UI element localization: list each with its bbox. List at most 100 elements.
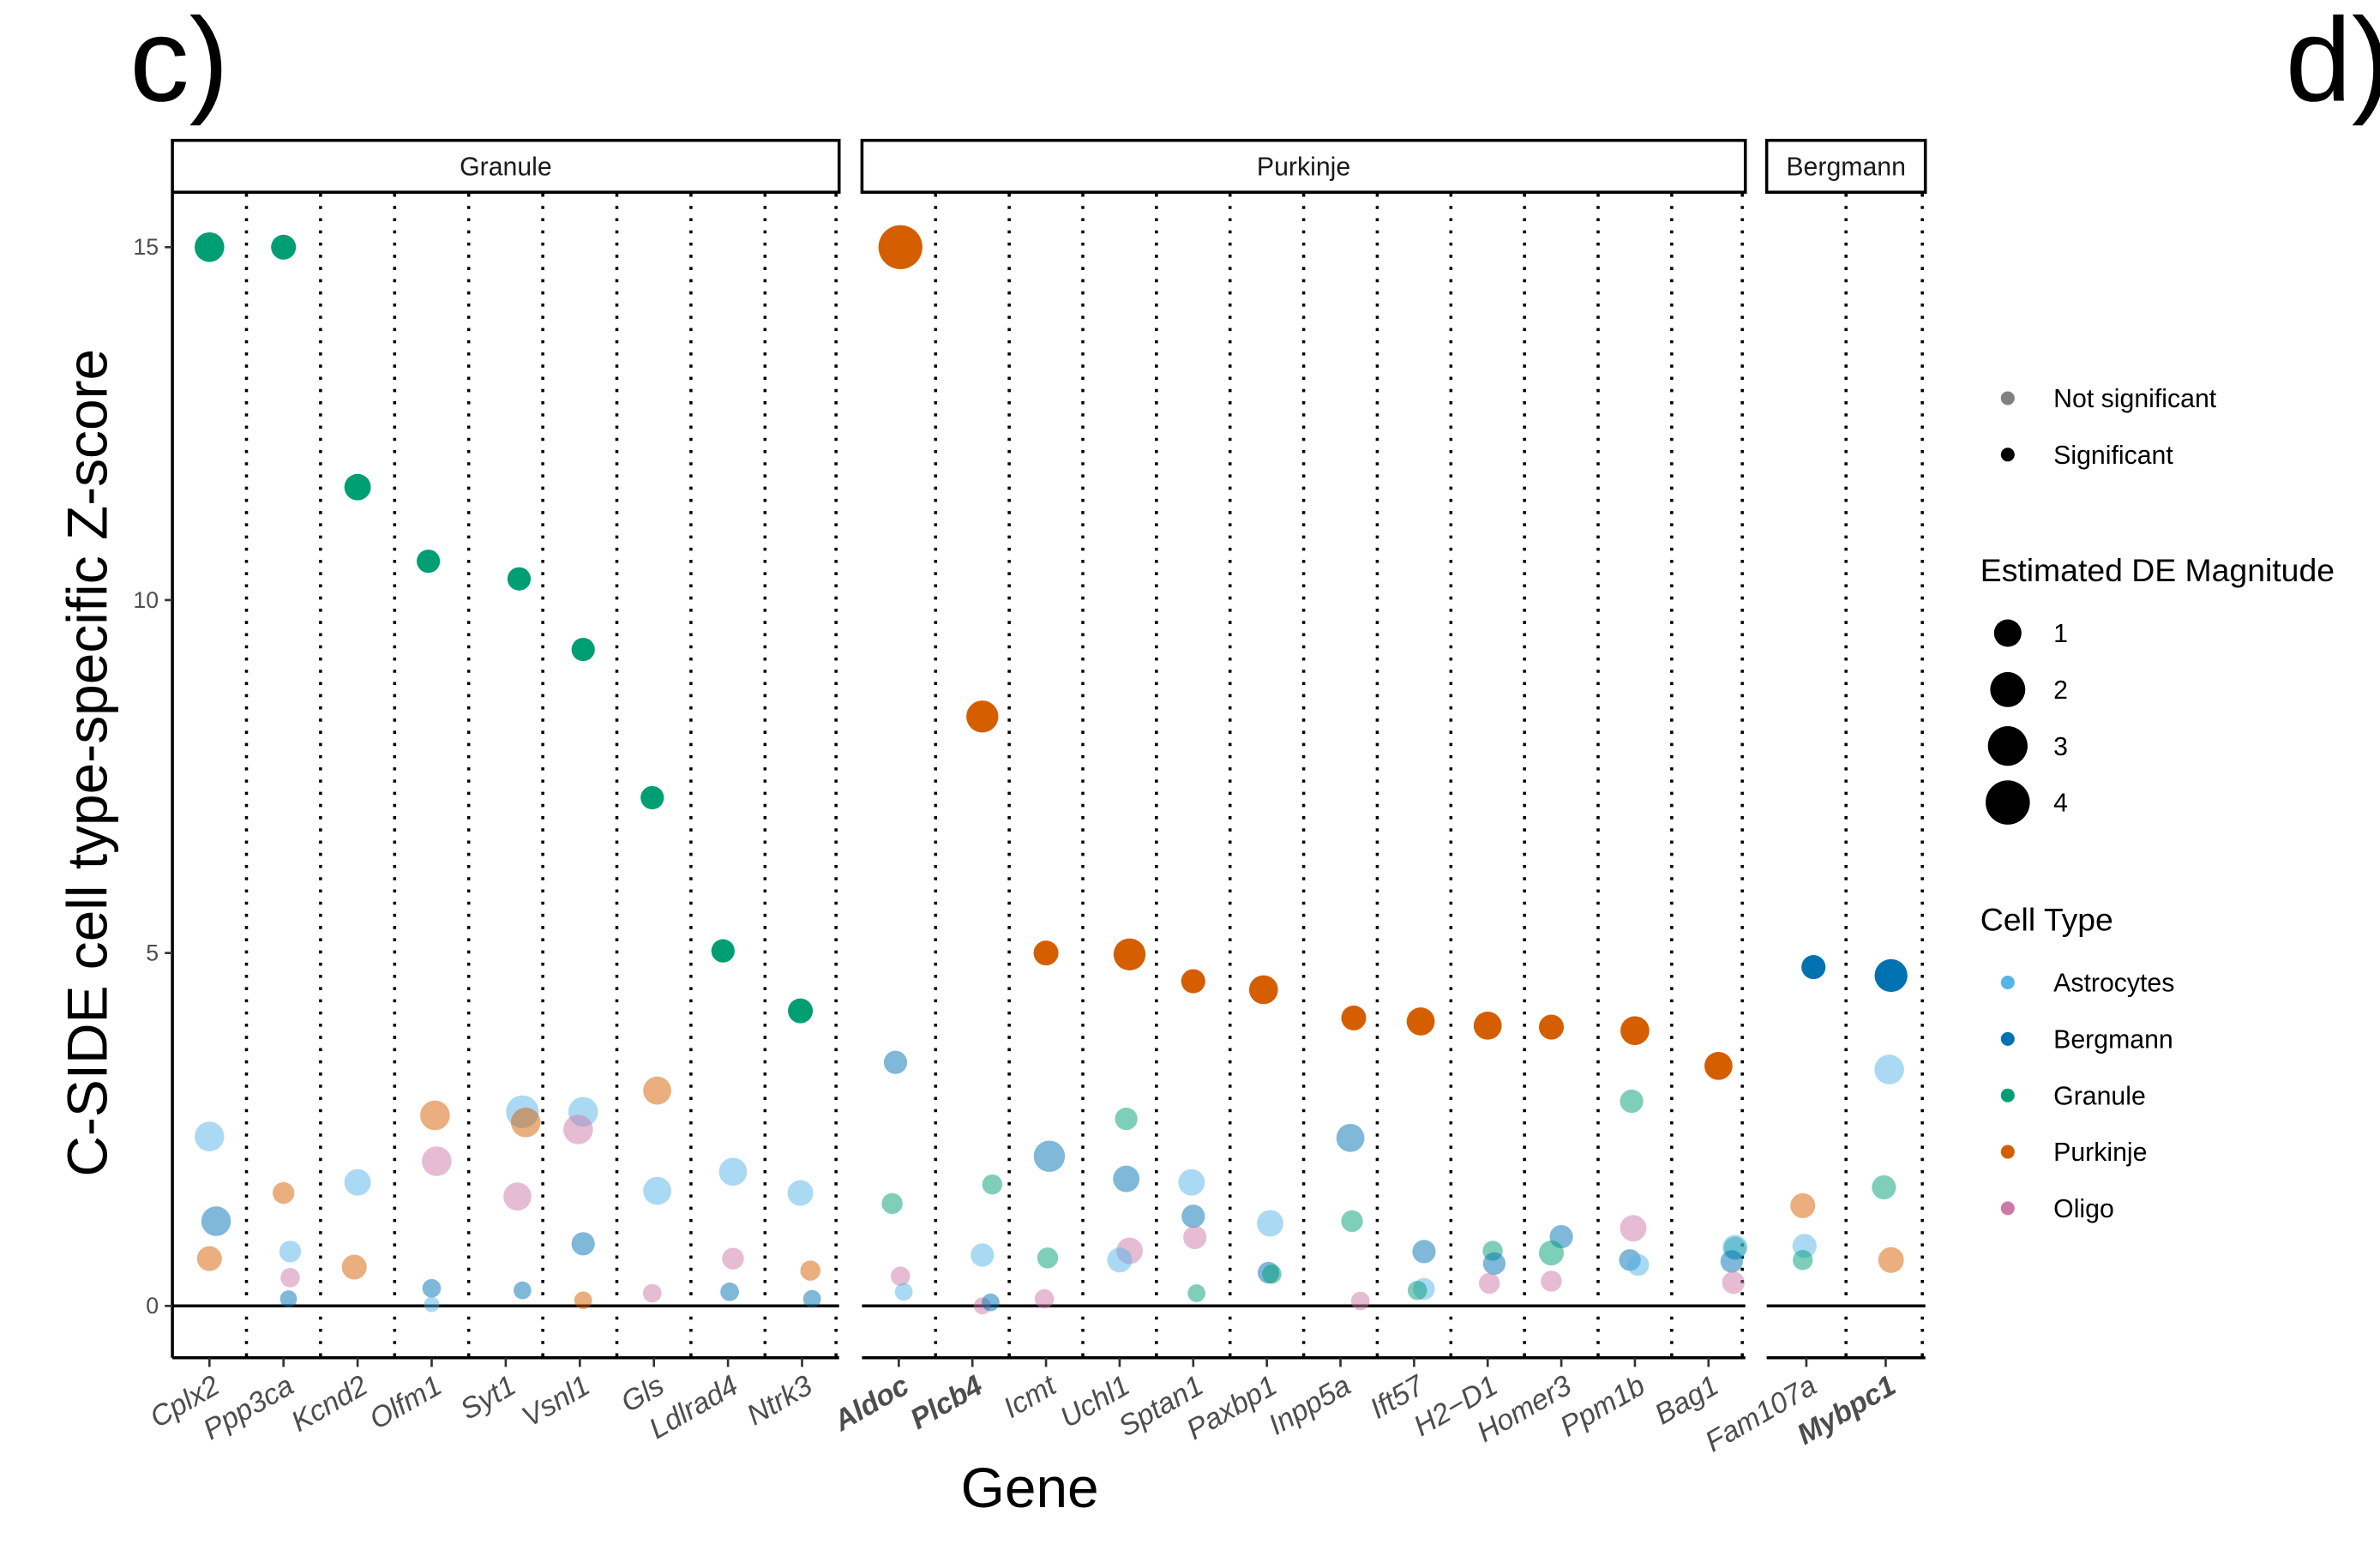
point-h2-d1-bergmann xyxy=(1482,1252,1506,1276)
point-icmt-purkinje xyxy=(1033,940,1059,966)
legend-label-magnitude-4: 4 xyxy=(2053,790,2068,818)
legend-key-astrocytes xyxy=(2000,976,2015,990)
point-icmt-oligo xyxy=(1034,1289,1055,1309)
point-uchl1-purkinje xyxy=(1113,938,1146,970)
point-ppp3ca-astrocytes xyxy=(279,1241,302,1263)
legend-label-oligo: Oligo xyxy=(2053,1195,2114,1223)
point-homer3-purkinje xyxy=(1538,1014,1565,1040)
point-olfm1-purkinje xyxy=(420,1100,450,1131)
legend-label-significant: Significant xyxy=(2053,442,2173,470)
point-inpp5a-purkinje xyxy=(1341,1005,1367,1030)
point-mybpc1-granule xyxy=(1872,1175,1896,1200)
point-cplx2-astrocytes xyxy=(194,1121,225,1151)
point-syt1-bergmann xyxy=(513,1281,532,1300)
point-mybpc1-bergmann xyxy=(1874,958,1908,993)
point-ldlrad4-bergmann xyxy=(720,1282,739,1301)
point-aldoc-astrocytes xyxy=(894,1283,913,1301)
point-uchl1-astrocytes xyxy=(1107,1247,1133,1273)
point-ppm1b-astrocytes xyxy=(1627,1253,1650,1277)
point-h2-d1-purkinje xyxy=(1473,1012,1502,1040)
legend-label-magnitude-3: 3 xyxy=(2053,733,2068,761)
legend-title-cell-type: Cell Type xyxy=(1980,902,2113,938)
point-syt1-granule xyxy=(507,567,532,591)
legend-label-bergmann: Bergmann xyxy=(2053,1026,2173,1054)
point-inpp5a-oligo xyxy=(1350,1291,1370,1311)
legend: Not significant Significant Estimated DE… xyxy=(1980,385,2335,1223)
y-tick-label: 10 xyxy=(133,587,159,613)
legend-magnitude: Estimated DE Magnitude 1 2 3 4 xyxy=(1980,552,2335,825)
legend-cell-type: Cell Type Astrocytes Bergmann Granule Purki… xyxy=(1980,902,2175,1224)
legend-key-not-significant xyxy=(2000,391,2015,406)
point-cplx2-granule xyxy=(194,231,225,262)
panel-label-d: d) xyxy=(2286,0,2380,126)
point-ift57-granule xyxy=(1407,1280,1427,1301)
point-mybpc1-astrocytes xyxy=(1874,1054,1904,1084)
point-ldlrad4-oligo xyxy=(722,1247,744,1270)
point-inpp5a-bergmann xyxy=(1336,1123,1365,1152)
x-axis-title: Gene xyxy=(961,1456,1099,1519)
legend-key-oligo xyxy=(2000,1201,2015,1216)
point-ldlrad4-astrocytes xyxy=(718,1157,748,1187)
point-olfm1-astrocytes xyxy=(424,1296,440,1313)
point-plcb4-bergmann xyxy=(982,1293,1000,1312)
point-aldoc-granule xyxy=(881,1193,903,1215)
point-olfm1-granule xyxy=(417,550,441,574)
point-sptan1-bergmann xyxy=(1181,1205,1205,1229)
point-ntrk3-granule xyxy=(788,998,814,1024)
point-icmt-granule xyxy=(1037,1247,1059,1269)
point-ppp3ca-purkinje xyxy=(273,1181,295,1205)
legend-key-magnitude-4 xyxy=(1986,780,2030,825)
point-fam107a-purkinje xyxy=(1790,1193,1816,1218)
y-axis-title: C-SIDE cell type-specific Z-score xyxy=(56,349,119,1177)
point-sptan1-purkinje xyxy=(1181,969,1205,994)
point-kcnd2-purkinje xyxy=(341,1254,367,1280)
point-cplx2-bergmann xyxy=(201,1206,231,1236)
point-vsnl1-bergmann xyxy=(571,1232,595,1256)
legend-title-magnitude: Estimated DE Magnitude xyxy=(1980,552,2335,588)
legend-label-not-significant: Not significant xyxy=(2053,385,2217,413)
legend-key-granule xyxy=(2000,1088,2015,1102)
point-ppm1b-oligo xyxy=(1620,1215,1647,1242)
point-homer3-oligo xyxy=(1541,1271,1562,1292)
point-ppm1b-purkinje xyxy=(1620,1016,1650,1046)
point-sptan1-astrocytes xyxy=(1178,1169,1205,1196)
legend-label-purkinje: Purkinje xyxy=(2053,1138,2147,1167)
point-kcnd2-astrocytes xyxy=(344,1169,371,1196)
point-aldoc-purkinje xyxy=(878,225,923,269)
legend-key-magnitude-1 xyxy=(1993,619,2022,647)
point-cplx2-purkinje xyxy=(196,1246,222,1271)
y-axis: 0 5 10 15 xyxy=(133,194,174,1358)
point-aldoc-oligo xyxy=(890,1266,911,1286)
point-syt1-oligo xyxy=(503,1182,532,1211)
legend-key-purkinje xyxy=(2000,1144,2015,1159)
legend-key-magnitude-2 xyxy=(1990,671,2026,707)
point-kcnd2-granule xyxy=(344,473,371,501)
point-gls-oligo xyxy=(642,1283,662,1303)
point-inpp5a-granule xyxy=(1341,1210,1363,1233)
point-ppp3ca-bergmann xyxy=(279,1290,298,1307)
legend-key-bergmann xyxy=(2000,1031,2015,1046)
point-ppp3ca-oligo xyxy=(280,1268,300,1288)
facet-strip-purkinje xyxy=(860,138,1747,194)
legend-label-astrocytes: Astrocytes xyxy=(2053,970,2174,998)
point-uchl1-bergmann xyxy=(1113,1165,1140,1193)
point-bag1-bergmann xyxy=(1720,1250,1743,1273)
legend-significance: Not significant Significant xyxy=(2000,385,2217,470)
point-plcb4-granule xyxy=(982,1174,1003,1195)
facet-strip-label: Granule xyxy=(460,153,552,182)
point-bag1-purkinje xyxy=(1704,1051,1733,1080)
point-sptan1-oligo xyxy=(1183,1225,1207,1250)
point-fam107a-bergmann xyxy=(1801,955,1826,980)
facet-strip-label: Purkinje xyxy=(1257,153,1350,182)
point-vsnl1-oligo xyxy=(563,1114,593,1144)
point-ntrk3-purkinje xyxy=(800,1260,820,1281)
point-aldoc-bergmann xyxy=(883,1050,908,1074)
legend-label-magnitude-1: 1 xyxy=(2053,620,2068,648)
legend-label-magnitude-2: 2 xyxy=(2053,676,2068,705)
point-olfm1-bergmann xyxy=(422,1278,442,1298)
point-vsnl1-purkinje xyxy=(574,1291,592,1310)
y-tick-label: 5 xyxy=(146,940,159,966)
point-plcb4-astrocytes xyxy=(971,1243,995,1267)
